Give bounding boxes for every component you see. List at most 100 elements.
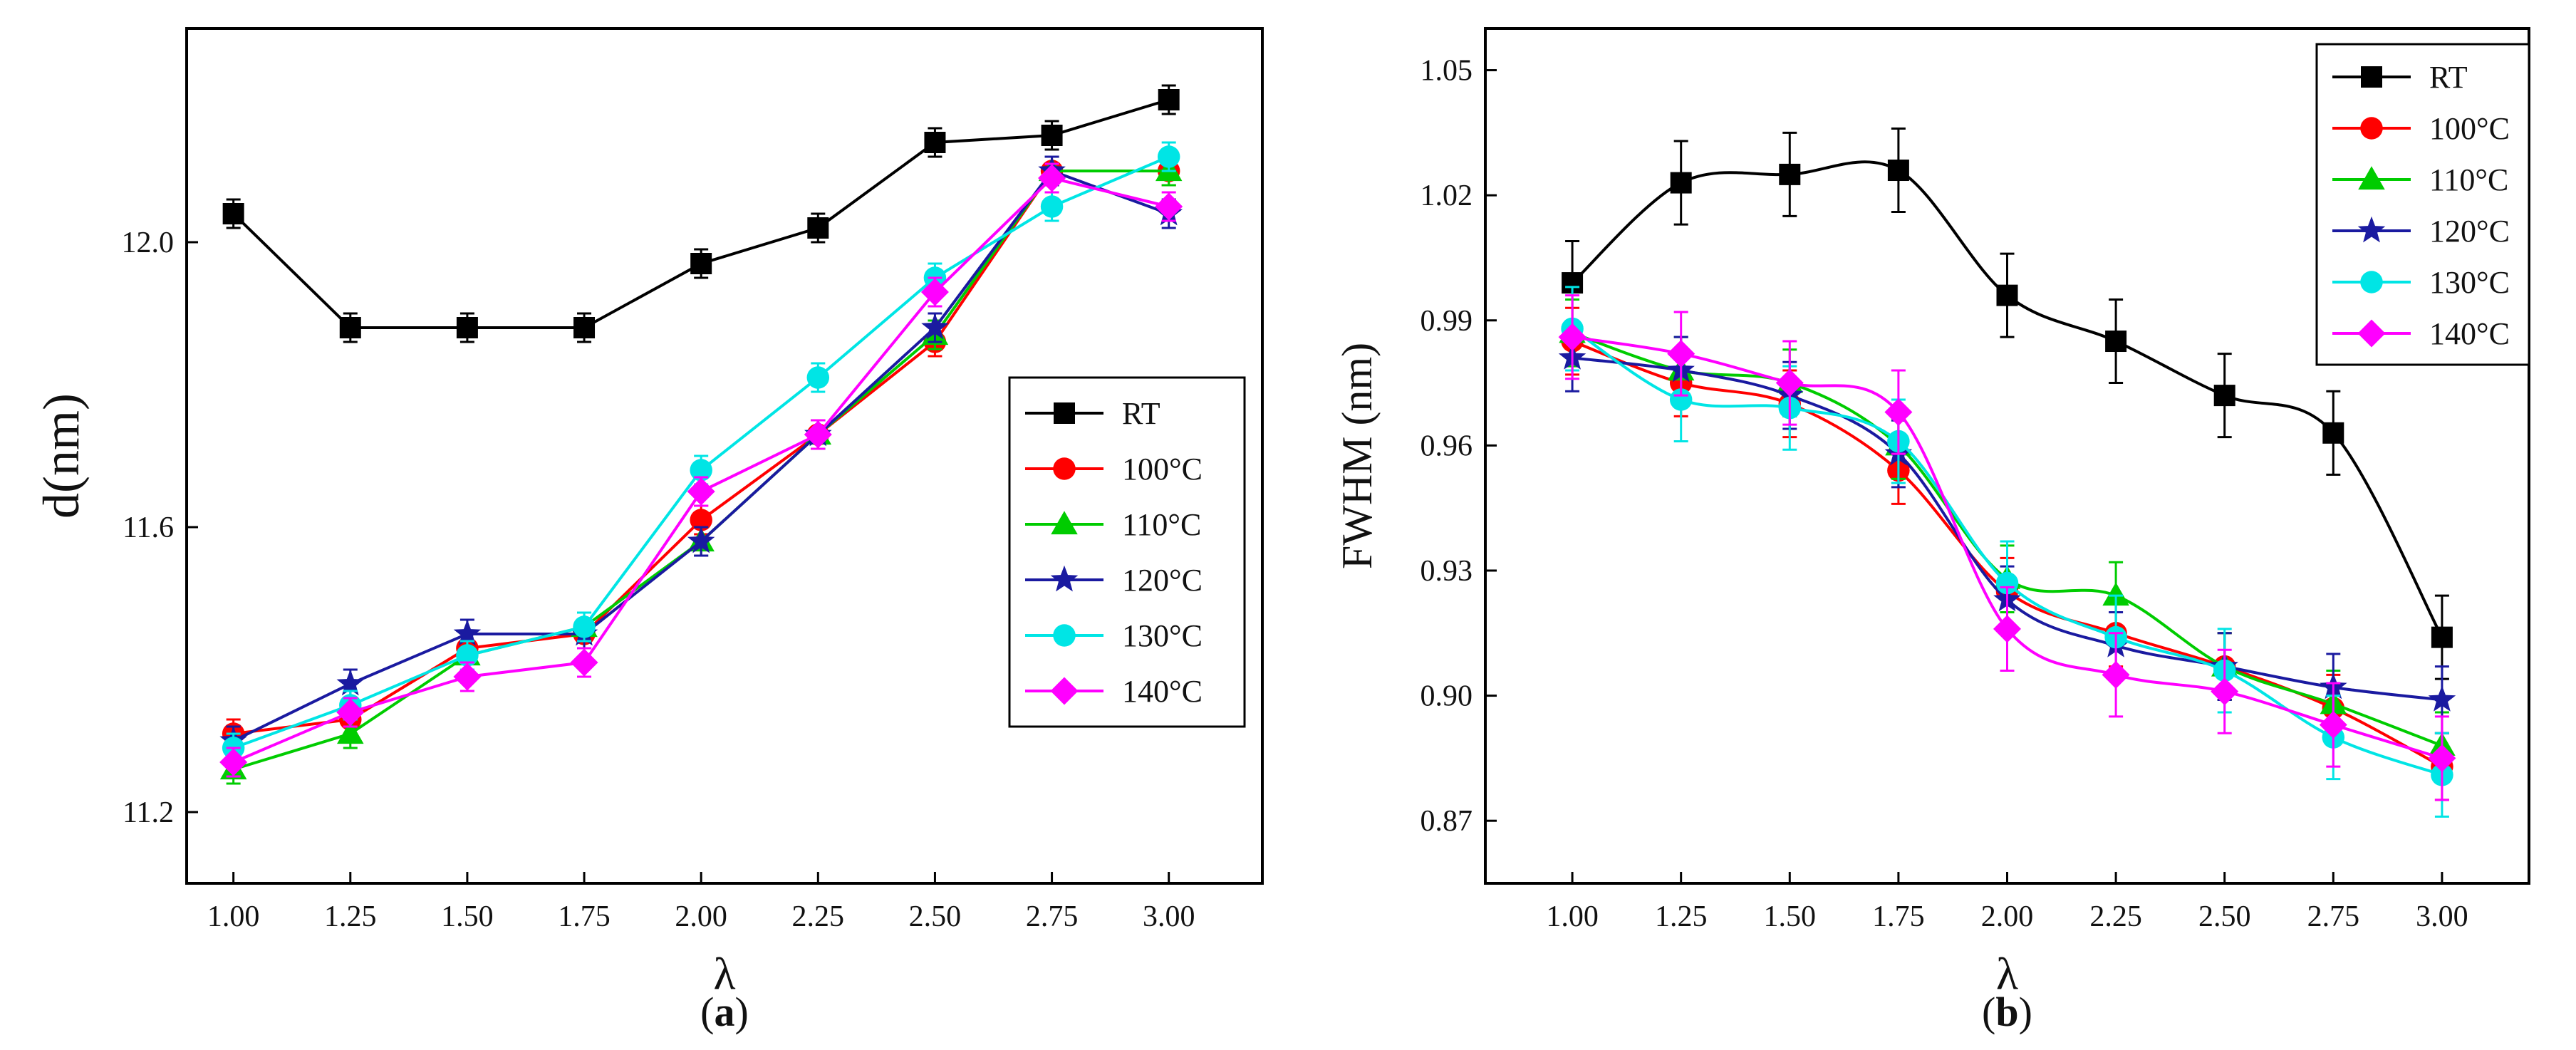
caption-close: ) [2019, 989, 2032, 1035]
y-tick-label: 0.87 [1421, 805, 1473, 838]
data-point [1887, 160, 1909, 182]
y-axis-label: FWHM (nm) [1334, 343, 1381, 569]
series-140°C [1558, 294, 2456, 801]
x-tick-label: 2.75 [2307, 900, 2360, 933]
legend-label: RT [1122, 396, 1160, 431]
chart-panel-a: 1.00 1.25 1.50 1.75 2.00 2.25 2.50 2.75 3.00 11.2… [33, 27, 1264, 1035]
data-point [456, 644, 479, 667]
x-tick-label: 1.25 [1655, 900, 1708, 933]
legend-marker [2360, 271, 2383, 293]
series-line [232, 98, 1170, 329]
data-point [2102, 582, 2129, 606]
caption-letter: b [1995, 989, 2018, 1035]
data-point [1779, 163, 1801, 185]
data-point [573, 317, 596, 338]
legend-label: 120°C [1122, 563, 1203, 598]
data-point [1155, 192, 1183, 221]
data-point [690, 253, 712, 274]
x-tick-label: 2.75 [1026, 900, 1079, 933]
x-tick-label: 1.25 [324, 900, 377, 933]
caption-open: ( [1982, 989, 1995, 1035]
legend-marker [1053, 457, 1076, 480]
y-tick-label: 12.0 [122, 227, 175, 259]
legend-marker [2361, 66, 2382, 88]
legend-box [2315, 43, 2530, 366]
data-point [222, 203, 244, 224]
data-point [1993, 615, 2021, 643]
x-tick-label: 2.25 [2089, 900, 2142, 933]
x-tick-label: 1.75 [1872, 900, 1925, 933]
x-tick-label: 3.00 [1143, 900, 1195, 933]
data-point [573, 615, 596, 638]
legend-marker [1054, 402, 1075, 424]
data-point [806, 366, 830, 389]
y-tick-label: 0.99 [1421, 305, 1473, 338]
legend-box [1008, 376, 1246, 728]
data-point [2322, 422, 2344, 444]
legend-label: 120°C [2429, 214, 2510, 249]
legend-marker [2357, 319, 2386, 348]
data-point [453, 619, 482, 646]
legend-label: 110°C [1122, 507, 1201, 542]
x-tick-label: 2.00 [1981, 900, 2034, 933]
caption-close: ) [735, 989, 749, 1035]
legend-label: 140°C [2429, 316, 2510, 351]
data-point [339, 317, 361, 338]
data-point [2211, 677, 2239, 706]
x-tick-label: 2.50 [909, 900, 962, 933]
data-point [1884, 398, 1913, 427]
x-tick-label: 2.50 [2198, 900, 2251, 933]
y-tick-label: 0.96 [1421, 430, 1473, 462]
y-tick-label: 0.90 [1421, 680, 1473, 713]
x-tick-label: 2.00 [675, 900, 727, 933]
panel-caption: (b) [1982, 989, 2032, 1035]
x-tick-label: 2.25 [792, 900, 845, 933]
legend-label: RT [2429, 60, 2468, 95]
data-point [1995, 571, 2019, 595]
data-point [804, 420, 832, 449]
y-axis-label: d(nm) [33, 393, 90, 519]
series-line [1572, 356, 2443, 702]
y-tick-label: 0.93 [1421, 555, 1473, 588]
data-point [337, 720, 364, 744]
x-tick-label: 3.00 [2416, 900, 2468, 933]
x-tick-label: 1.50 [441, 900, 494, 933]
legend-label: 130°C [2429, 265, 2510, 300]
x-axis-label: λ [1996, 948, 2018, 999]
y-tick-label: 1.02 [1421, 180, 1473, 212]
legend-marker [1051, 511, 1078, 535]
data-point [690, 459, 712, 482]
x-tick-label: 1.00 [1546, 900, 1599, 933]
series-140°C [219, 162, 1183, 778]
data-point [1996, 284, 2018, 306]
data-point [1038, 164, 1066, 192]
data-point [1667, 340, 1695, 368]
data-point [920, 278, 949, 306]
data-point [690, 509, 712, 531]
y-tick-label: 1.05 [1421, 55, 1473, 88]
legend: RT 100°C 110°C 120°C 130°C 140°C [2315, 43, 2530, 366]
legend-marker [1050, 565, 1079, 592]
series-RT [222, 84, 1180, 343]
legend-label: 100°C [1122, 452, 1203, 487]
x-tick-label: 1.75 [558, 900, 611, 933]
data-point [336, 669, 364, 696]
data-point [807, 217, 829, 239]
data-point [2213, 385, 2235, 407]
series-130°C [1561, 286, 2453, 818]
data-point [2102, 660, 2130, 689]
x-axis-label: λ [713, 948, 735, 999]
series-130°C [222, 141, 1180, 764]
panel-caption: (a) [700, 989, 749, 1035]
caption-open: ( [700, 989, 714, 1035]
caption-letter: a [715, 989, 735, 1035]
legend-marker [2358, 166, 2385, 190]
data-point [1670, 172, 1692, 194]
data-point [2428, 685, 2456, 712]
data-point [219, 748, 248, 776]
data-point [1775, 369, 1804, 397]
legend-label: 100°C [2429, 111, 2510, 146]
plot-frame [185, 27, 1264, 885]
legend-marker [2357, 216, 2386, 243]
